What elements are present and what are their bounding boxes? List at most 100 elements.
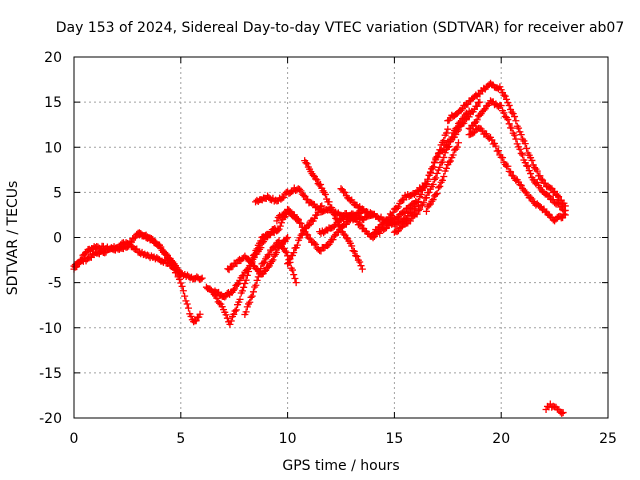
data-point xyxy=(537,175,545,183)
data-point xyxy=(453,143,461,151)
data-point xyxy=(523,144,531,152)
data-point xyxy=(553,191,561,199)
y-tick-label: -20 xyxy=(39,411,62,427)
data-point xyxy=(440,136,448,144)
data-point xyxy=(248,292,256,300)
data-point xyxy=(551,187,559,195)
series-track-20 xyxy=(465,124,569,225)
data-point xyxy=(500,91,508,99)
data-point xyxy=(321,190,329,198)
data-point xyxy=(306,220,314,228)
data-point xyxy=(231,285,239,293)
data-point xyxy=(349,212,357,220)
data-point xyxy=(429,196,437,204)
data-point xyxy=(182,297,190,305)
data-point xyxy=(424,175,432,183)
data-point xyxy=(416,205,424,213)
data-point xyxy=(389,208,397,216)
data-point xyxy=(245,300,253,308)
data-point xyxy=(198,274,206,282)
data-point xyxy=(555,199,563,207)
data-point xyxy=(280,193,288,201)
data-point xyxy=(457,106,465,114)
axis-ticks: 0 5 10 15 20 25 20 15 10 5 0 -5 -10 -15 -20 xyxy=(39,50,617,447)
data-point xyxy=(328,204,336,212)
data-point xyxy=(505,101,513,109)
data-point xyxy=(178,282,186,290)
data-point xyxy=(288,188,296,196)
data-point xyxy=(249,251,257,259)
data-point xyxy=(356,258,364,266)
data-point xyxy=(330,232,338,240)
data-point xyxy=(257,237,265,245)
data-point xyxy=(524,162,532,170)
data-point xyxy=(533,178,541,186)
data-point xyxy=(231,307,239,315)
data-point xyxy=(256,270,264,278)
data-point xyxy=(428,165,436,173)
x-tick-label: 15 xyxy=(385,431,403,447)
data-point xyxy=(303,160,311,168)
data-point xyxy=(223,314,231,322)
data-point xyxy=(499,154,507,162)
data-point xyxy=(376,229,384,237)
data-point xyxy=(290,271,298,279)
data-point xyxy=(247,293,255,301)
data-point xyxy=(541,179,549,187)
y-tick-label: 10 xyxy=(44,140,62,156)
data-point xyxy=(312,175,320,183)
data-point xyxy=(412,203,420,211)
data-point xyxy=(429,180,437,188)
data-point xyxy=(527,193,535,201)
data-point xyxy=(429,163,437,171)
data-point xyxy=(430,175,438,183)
data-point xyxy=(511,131,519,139)
data-point xyxy=(413,198,421,206)
data-point xyxy=(229,286,237,294)
data-point xyxy=(454,126,462,134)
data-point xyxy=(414,197,422,205)
data-point xyxy=(426,169,434,177)
data-point xyxy=(260,267,268,275)
data-point xyxy=(504,162,512,170)
data-point xyxy=(282,248,290,256)
data-point xyxy=(233,280,241,288)
y-tick-label: 20 xyxy=(44,50,62,66)
data-point xyxy=(357,262,365,270)
data-point xyxy=(513,140,521,148)
data-point xyxy=(437,159,445,167)
series-track-12 xyxy=(301,157,366,273)
data-point xyxy=(445,143,453,151)
data-point xyxy=(444,125,452,133)
data-point xyxy=(290,249,298,257)
data-point xyxy=(393,204,401,212)
data-point xyxy=(527,170,535,178)
data-point xyxy=(300,191,308,199)
data-point xyxy=(511,113,519,121)
data-point xyxy=(269,256,277,264)
data-point xyxy=(184,304,192,312)
data-point xyxy=(358,265,366,273)
data-point xyxy=(476,98,484,106)
data-point xyxy=(438,176,446,184)
x-tick-label: 0 xyxy=(70,431,79,447)
data-point xyxy=(310,239,318,247)
data-point xyxy=(192,317,200,325)
data-point xyxy=(515,124,523,132)
data-point xyxy=(432,191,440,199)
data-point xyxy=(422,207,430,215)
data-point xyxy=(259,259,267,267)
data-point xyxy=(420,199,428,207)
data-point xyxy=(349,247,357,255)
data-point xyxy=(264,263,272,271)
series-track-13 xyxy=(316,197,420,242)
data-point xyxy=(330,211,338,219)
data-point xyxy=(275,237,283,245)
data-point xyxy=(425,188,433,196)
data-point xyxy=(438,158,446,166)
data-point xyxy=(243,271,251,279)
data-point xyxy=(561,211,569,219)
data-point xyxy=(330,222,338,230)
x-tick-label: 25 xyxy=(599,431,617,447)
data-point xyxy=(517,181,525,189)
